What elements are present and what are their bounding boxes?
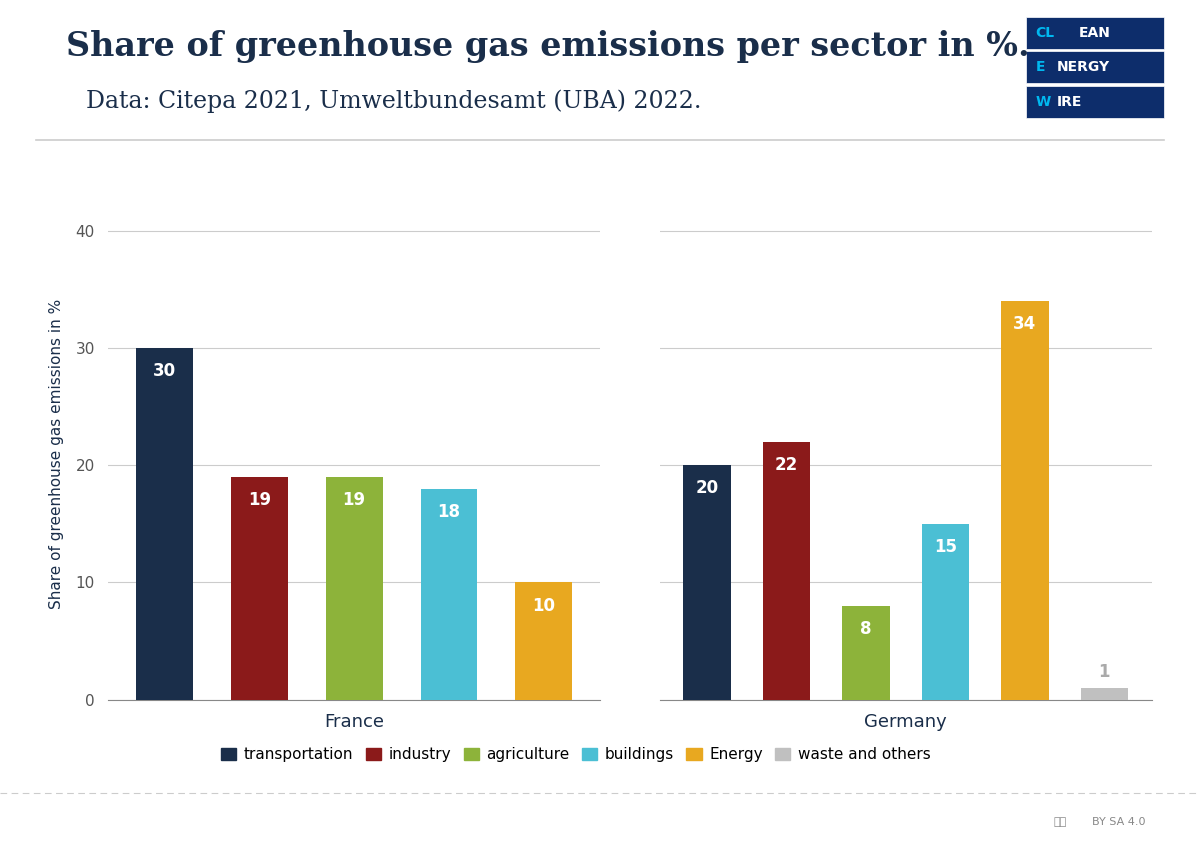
Text: CL: CL: [1036, 25, 1055, 40]
Legend: transportation, industry, agriculture, buildings, Energy, waste and others: transportation, industry, agriculture, b…: [215, 741, 937, 768]
Y-axis label: Share of greenhouse gas emissions in %: Share of greenhouse gas emissions in %: [49, 298, 65, 609]
Text: 30: 30: [154, 362, 176, 381]
Bar: [842, 606, 890, 700]
Text: Data: Citepa 2021, Umweltbundesamt (UBA) 2022.: Data: Citepa 2021, Umweltbundesamt (UBA)…: [86, 89, 702, 113]
Text: 34: 34: [1013, 315, 1037, 333]
Text: 15: 15: [934, 538, 956, 556]
Text: 1: 1: [1098, 663, 1110, 681]
Text: 18: 18: [438, 503, 461, 521]
Text: 8: 8: [860, 620, 872, 638]
Text: 22: 22: [775, 456, 798, 474]
FancyBboxPatch shape: [1026, 52, 1164, 83]
FancyBboxPatch shape: [1026, 86, 1164, 118]
Text: 19: 19: [343, 491, 366, 509]
Text: IRE: IRE: [1057, 95, 1082, 109]
Text: E: E: [1036, 60, 1045, 75]
Bar: [1001, 301, 1049, 700]
X-axis label: France: France: [324, 713, 384, 732]
Text: BY SA 4.0: BY SA 4.0: [1092, 817, 1146, 827]
Bar: [1080, 688, 1128, 700]
FancyBboxPatch shape: [1026, 17, 1164, 48]
Text: 20: 20: [696, 479, 719, 498]
Bar: [326, 477, 383, 700]
Text: Share of greenhouse gas emissions per sector in %.: Share of greenhouse gas emissions per se…: [66, 30, 1030, 63]
Bar: [763, 442, 810, 700]
Text: W: W: [1036, 95, 1051, 109]
Bar: [232, 477, 288, 700]
Text: 10: 10: [532, 596, 556, 615]
Text: NERGY: NERGY: [1057, 60, 1110, 75]
Text: 19: 19: [248, 491, 271, 509]
Text: EAN: EAN: [1079, 25, 1110, 40]
Bar: [683, 466, 731, 700]
Bar: [922, 524, 970, 700]
Bar: [515, 583, 572, 700]
Bar: [137, 349, 193, 700]
X-axis label: Germany: Germany: [864, 713, 947, 732]
Text: ⒸⒸ: ⒸⒸ: [1054, 817, 1067, 827]
Bar: [420, 488, 478, 700]
